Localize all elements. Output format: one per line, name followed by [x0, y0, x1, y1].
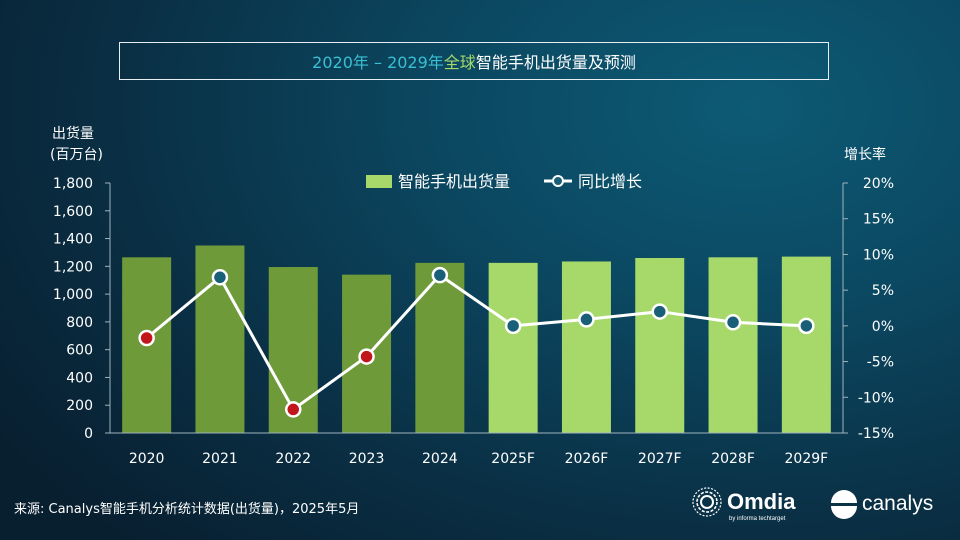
- left-tick-label: 1,800: [53, 176, 93, 192]
- title-global: 全球: [443, 53, 476, 72]
- growth-point-2024: [431, 266, 449, 284]
- right-tick-label: 10%: [863, 247, 894, 263]
- omdia-logo: Omdia by informa techtarget: [692, 487, 796, 522]
- left-tick-label: 600: [66, 343, 93, 359]
- omdia-mark-icon: [692, 487, 722, 517]
- growth-point-2026F: [578, 311, 595, 328]
- legend-line-marker: [552, 175, 564, 187]
- left-tick-label: 800: [66, 315, 93, 331]
- x-tick-label: 2025F: [491, 451, 535, 467]
- growth-line: [145, 273, 807, 411]
- left-tick-label: 1,200: [53, 259, 93, 275]
- title-years: 2020年 – 2029年: [312, 53, 444, 72]
- growth-point-2029F: [798, 317, 815, 335]
- growth-point-2023: [358, 348, 375, 365]
- bar-2029F: [781, 256, 831, 433]
- growth-point-2025F: [504, 317, 522, 335]
- x-tick-label: 2021: [202, 451, 238, 467]
- right-tick-label: 5%: [872, 283, 894, 299]
- bar-2025F: [488, 262, 538, 433]
- title-main: 智能手机出货量及预测: [475, 53, 636, 72]
- source-note: 来源: Canalys智能手机分析统计数据(出货量)，2025年5月: [14, 502, 360, 517]
- x-tick-label: 2029F: [785, 451, 829, 467]
- canalys-mark-icon: [831, 490, 857, 519]
- right-tick-label: -5%: [867, 355, 894, 371]
- right-tick-label: -10%: [858, 390, 894, 406]
- left-tick-label: 1,400: [53, 232, 93, 248]
- left-axis-title-line2: (百万台): [50, 147, 103, 163]
- right-axis-title: 增长率: [844, 146, 886, 163]
- right-tick-label: -15%: [858, 426, 894, 442]
- x-tick-label: 2023: [349, 451, 385, 467]
- legend-bar-label: 智能手机出货量: [398, 172, 510, 191]
- growth-point-2027F: [651, 303, 668, 320]
- omdia-wordmark: Omdia: [727, 489, 796, 514]
- right-tick-label: 0%: [872, 319, 894, 335]
- left-tick-label: 400: [66, 370, 93, 386]
- left-axis-title-line1: 出货量: [52, 125, 94, 142]
- canalys-logo: canalys: [831, 490, 933, 519]
- bar-2027F: [635, 258, 685, 433]
- chart-title-box: 2020年 – 2029年 全球 智能手机出货量及预测: [119, 42, 829, 80]
- bar-2028F: [708, 257, 758, 433]
- x-tick-label: 2020: [129, 451, 165, 467]
- canalys-wordmark: canalys: [862, 492, 933, 515]
- x-tick-label: 2027F: [638, 451, 682, 467]
- right-tick-label: 15%: [863, 212, 894, 228]
- growth-point-2021: [211, 269, 229, 286]
- growth-point-2020: [138, 329, 155, 347]
- left-tick-label: 0: [84, 426, 93, 442]
- left-tick-label: 1,600: [53, 204, 93, 220]
- x-tick-label: 2026F: [565, 451, 609, 467]
- legend-bar-swatch: [366, 175, 392, 188]
- left-tick-label: 1,000: [53, 287, 93, 303]
- growth-point-2022: [285, 401, 302, 418]
- left-tick-label: 200: [66, 398, 93, 414]
- x-tick-label: 2024: [422, 451, 458, 467]
- x-tick-label: 2028F: [711, 451, 755, 467]
- growth-point-2028F: [724, 314, 742, 331]
- legend-line-label: 同比增长: [578, 172, 642, 191]
- right-tick-label: 20%: [863, 176, 894, 192]
- x-tick-label: 2022: [275, 451, 311, 467]
- omdia-tagline: by informa techtarget: [729, 516, 786, 522]
- bar-2026F: [561, 261, 611, 433]
